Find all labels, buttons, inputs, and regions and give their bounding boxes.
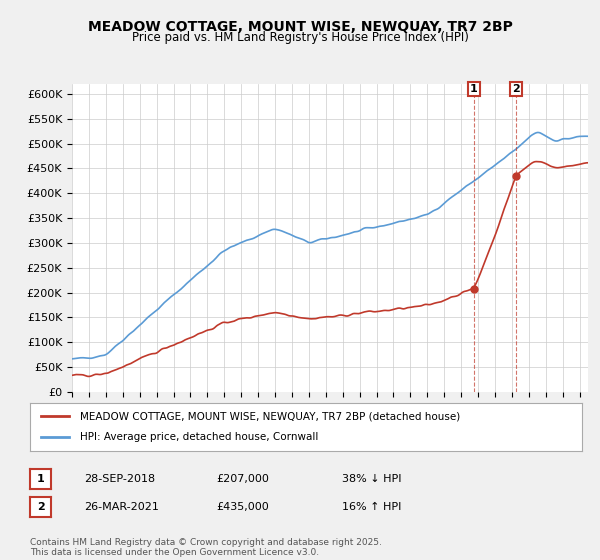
- Text: £207,000: £207,000: [216, 474, 269, 484]
- Text: 38% ↓ HPI: 38% ↓ HPI: [342, 474, 401, 484]
- Text: Price paid vs. HM Land Registry's House Price Index (HPI): Price paid vs. HM Land Registry's House …: [131, 31, 469, 44]
- Text: 1: 1: [37, 474, 44, 484]
- Text: 16% ↑ HPI: 16% ↑ HPI: [342, 502, 401, 512]
- Text: 28-SEP-2018: 28-SEP-2018: [84, 474, 155, 484]
- Text: MEADOW COTTAGE, MOUNT WISE, NEWQUAY, TR7 2BP (detached house): MEADOW COTTAGE, MOUNT WISE, NEWQUAY, TR7…: [80, 411, 460, 421]
- Text: £435,000: £435,000: [216, 502, 269, 512]
- Text: Contains HM Land Registry data © Crown copyright and database right 2025.
This d: Contains HM Land Registry data © Crown c…: [30, 538, 382, 557]
- Text: 1: 1: [470, 84, 478, 94]
- Text: 26-MAR-2021: 26-MAR-2021: [84, 502, 159, 512]
- Text: 2: 2: [512, 84, 520, 94]
- Text: MEADOW COTTAGE, MOUNT WISE, NEWQUAY, TR7 2BP: MEADOW COTTAGE, MOUNT WISE, NEWQUAY, TR7…: [88, 20, 512, 34]
- Text: 2: 2: [37, 502, 44, 512]
- Text: HPI: Average price, detached house, Cornwall: HPI: Average price, detached house, Corn…: [80, 432, 318, 442]
